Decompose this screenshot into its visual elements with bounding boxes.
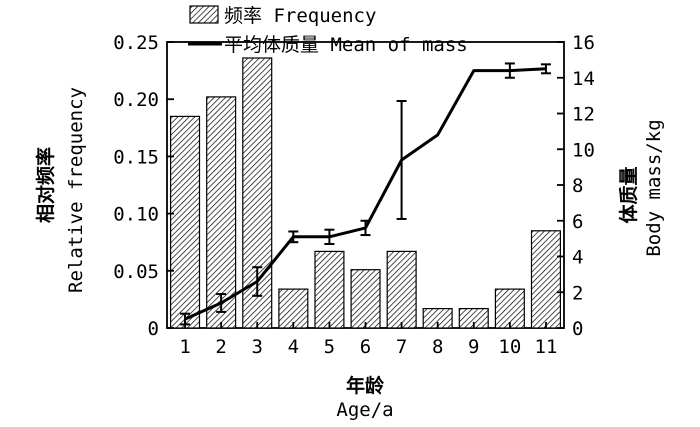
x-tick-label: 4: [288, 336, 299, 358]
left-axis-title-en: Relative frequency: [65, 87, 87, 293]
x-axis-title-cn: 年龄: [346, 374, 385, 397]
right-tick-label: 12: [572, 104, 595, 126]
error-bar-4: [288, 230, 299, 244]
right-tick-label: 8: [572, 175, 583, 197]
legend-bar-label: 频率 Frequency: [224, 5, 376, 27]
right-tick-label: 4: [572, 247, 583, 269]
left-tick-label: 0.20: [113, 89, 159, 111]
bar-5: [314, 250, 345, 329]
error-bar-5: [324, 228, 335, 245]
bar-series: [170, 57, 561, 329]
x-tick-label: 7: [396, 336, 407, 358]
right-tick-label: 6: [572, 211, 583, 233]
bar-7: [386, 250, 417, 329]
x-tick-label: 5: [324, 336, 335, 358]
legend-line-label: 平均体质量 Mean of mass: [224, 34, 468, 56]
error-bar-2: [216, 293, 227, 313]
left-tick-label: 0.25: [113, 32, 159, 54]
right-tick-label: 14: [572, 68, 595, 90]
x-tick-label: 1: [179, 336, 190, 358]
error-bar-10: [504, 62, 515, 79]
right-axis-title-cn: 体质量: [617, 166, 640, 223]
error-bar-11: [540, 63, 551, 75]
left-axis-title-cn: 相对频率: [34, 147, 57, 223]
error-bar-6: [360, 219, 371, 237]
x-tick-label: 6: [360, 336, 371, 358]
right-tick-label: 16: [572, 32, 595, 54]
error-bar-3: [252, 266, 263, 297]
x-tick-label: 3: [252, 336, 263, 358]
x-axis-ticks: 1 2 3 4 5 6 7 8 9 10 11: [179, 322, 557, 358]
x-tick-label: 10: [498, 336, 521, 358]
bar-11: [530, 230, 561, 329]
x-tick-label: 9: [468, 336, 479, 358]
right-axis-title-en: Body mass/kg: [643, 119, 665, 256]
right-tick-label: 10: [572, 139, 595, 161]
legend: 频率 Frequency 平均体质量 Mean of mass: [188, 5, 468, 56]
bar-6: [350, 269, 381, 329]
right-tick-label: 2: [572, 282, 583, 304]
x-tick-label: 8: [432, 336, 443, 358]
left-tick-label: 0.15: [113, 146, 159, 168]
legend-bar-swatch: [189, 5, 219, 24]
x-tick-label: 11: [535, 336, 558, 358]
left-axis-ticks: 0 0.05 0.10 0.15 0.20 0.25: [113, 32, 174, 340]
right-axis-ticks: 0 2 4 6 8 10 12 14 16: [557, 32, 595, 340]
x-axis-title-en: Age/a: [336, 399, 393, 421]
error-bar-7: [396, 99, 407, 220]
x-tick-label: 2: [215, 336, 226, 358]
line-series: [180, 62, 551, 326]
bar-4: [278, 288, 309, 329]
left-tick-label: 0.10: [113, 204, 159, 226]
left-tick-label: 0.05: [113, 261, 159, 283]
left-tick-label: 0: [148, 318, 159, 340]
bar-1: [170, 115, 201, 329]
right-tick-label: 0: [572, 318, 583, 340]
